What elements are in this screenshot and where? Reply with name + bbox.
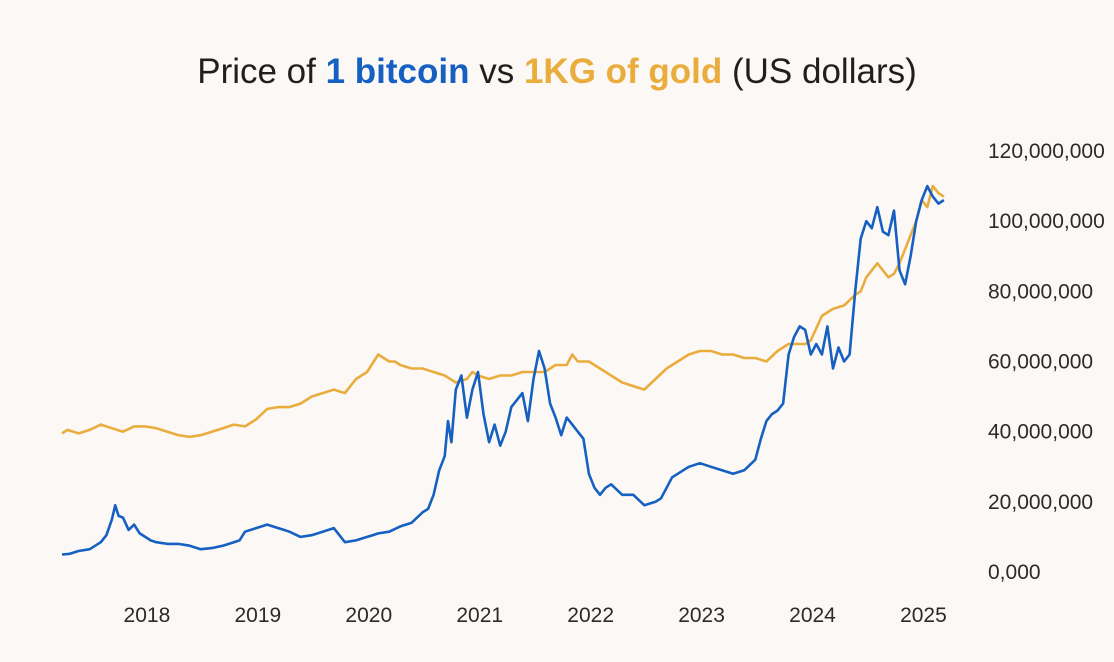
y-tick-label: 40,000,000 <box>988 421 1093 444</box>
y-tick-label: 20,000,000 <box>988 491 1093 514</box>
x-tick-label: 2020 <box>345 604 392 627</box>
x-tick-label: 2025 <box>900 604 947 627</box>
x-tick-label: 2024 <box>789 604 836 627</box>
x-tick-label: 2021 <box>456 604 503 627</box>
x-tick-label: 2023 <box>678 604 725 627</box>
x-axis: 2018 2019 2020 2021 2022 2023 2024 2025 <box>124 604 947 627</box>
series-layer <box>61 184 945 556</box>
y-tick-label: 0,000 <box>988 561 1041 584</box>
x-tick-label: 2018 <box>124 604 171 627</box>
chart-title: Price of 1 bitcoin vs 1KG of gold (US do… <box>0 52 1114 92</box>
title-series1-label: 1 bitcoin <box>325 52 470 91</box>
y-axis: 0,000 20,000,000 40,000,000 60,000,000 80,00… <box>988 140 1105 584</box>
y-tick-label: 120,000,000 <box>988 140 1105 163</box>
title-prefix: Price of <box>197 52 326 91</box>
y-tick-label: 80,000,000 <box>988 280 1093 303</box>
x-tick-label: 2019 <box>234 604 281 627</box>
y-tick-label: 60,000,000 <box>988 351 1093 374</box>
title-middle: vs <box>469 52 524 91</box>
series-line-bitcoin <box>61 184 945 556</box>
series-line-gold <box>61 184 945 439</box>
y-tick-label: 100,000,000 <box>988 210 1105 233</box>
title-series2-label: 1KG of gold <box>523 52 723 91</box>
x-tick-label: 2022 <box>567 604 614 627</box>
title-suffix: (US dollars) <box>722 52 917 91</box>
